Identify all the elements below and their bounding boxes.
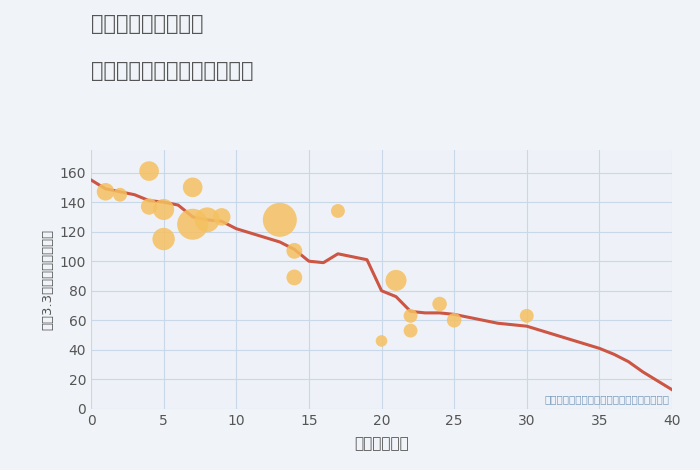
Point <box>289 274 300 281</box>
Point <box>521 312 532 320</box>
Point <box>187 220 198 228</box>
Point <box>158 235 169 243</box>
Text: 福岡県春日市宝町の: 福岡県春日市宝町の <box>91 14 204 34</box>
Point <box>449 316 460 324</box>
Point <box>144 203 155 210</box>
Text: 築年数別中古マンション価格: 築年数別中古マンション価格 <box>91 61 253 81</box>
Y-axis label: 坪（3.3㎡）単価（万円）: 坪（3.3㎡）単価（万円） <box>41 229 54 330</box>
Point <box>434 300 445 308</box>
X-axis label: 築年数（年）: 築年数（年） <box>354 436 409 451</box>
Point <box>114 191 126 198</box>
Point <box>405 312 416 320</box>
Point <box>289 247 300 255</box>
Point <box>202 216 213 224</box>
Point <box>144 167 155 175</box>
Point <box>216 213 228 220</box>
Point <box>405 327 416 334</box>
Text: 円の大きさは、取引のあった物件面積を示す: 円の大きさは、取引のあった物件面積を示す <box>544 394 669 405</box>
Point <box>100 188 111 196</box>
Point <box>391 277 402 284</box>
Point <box>376 337 387 345</box>
Point <box>187 184 198 191</box>
Point <box>274 216 286 224</box>
Point <box>158 206 169 213</box>
Point <box>332 207 344 215</box>
